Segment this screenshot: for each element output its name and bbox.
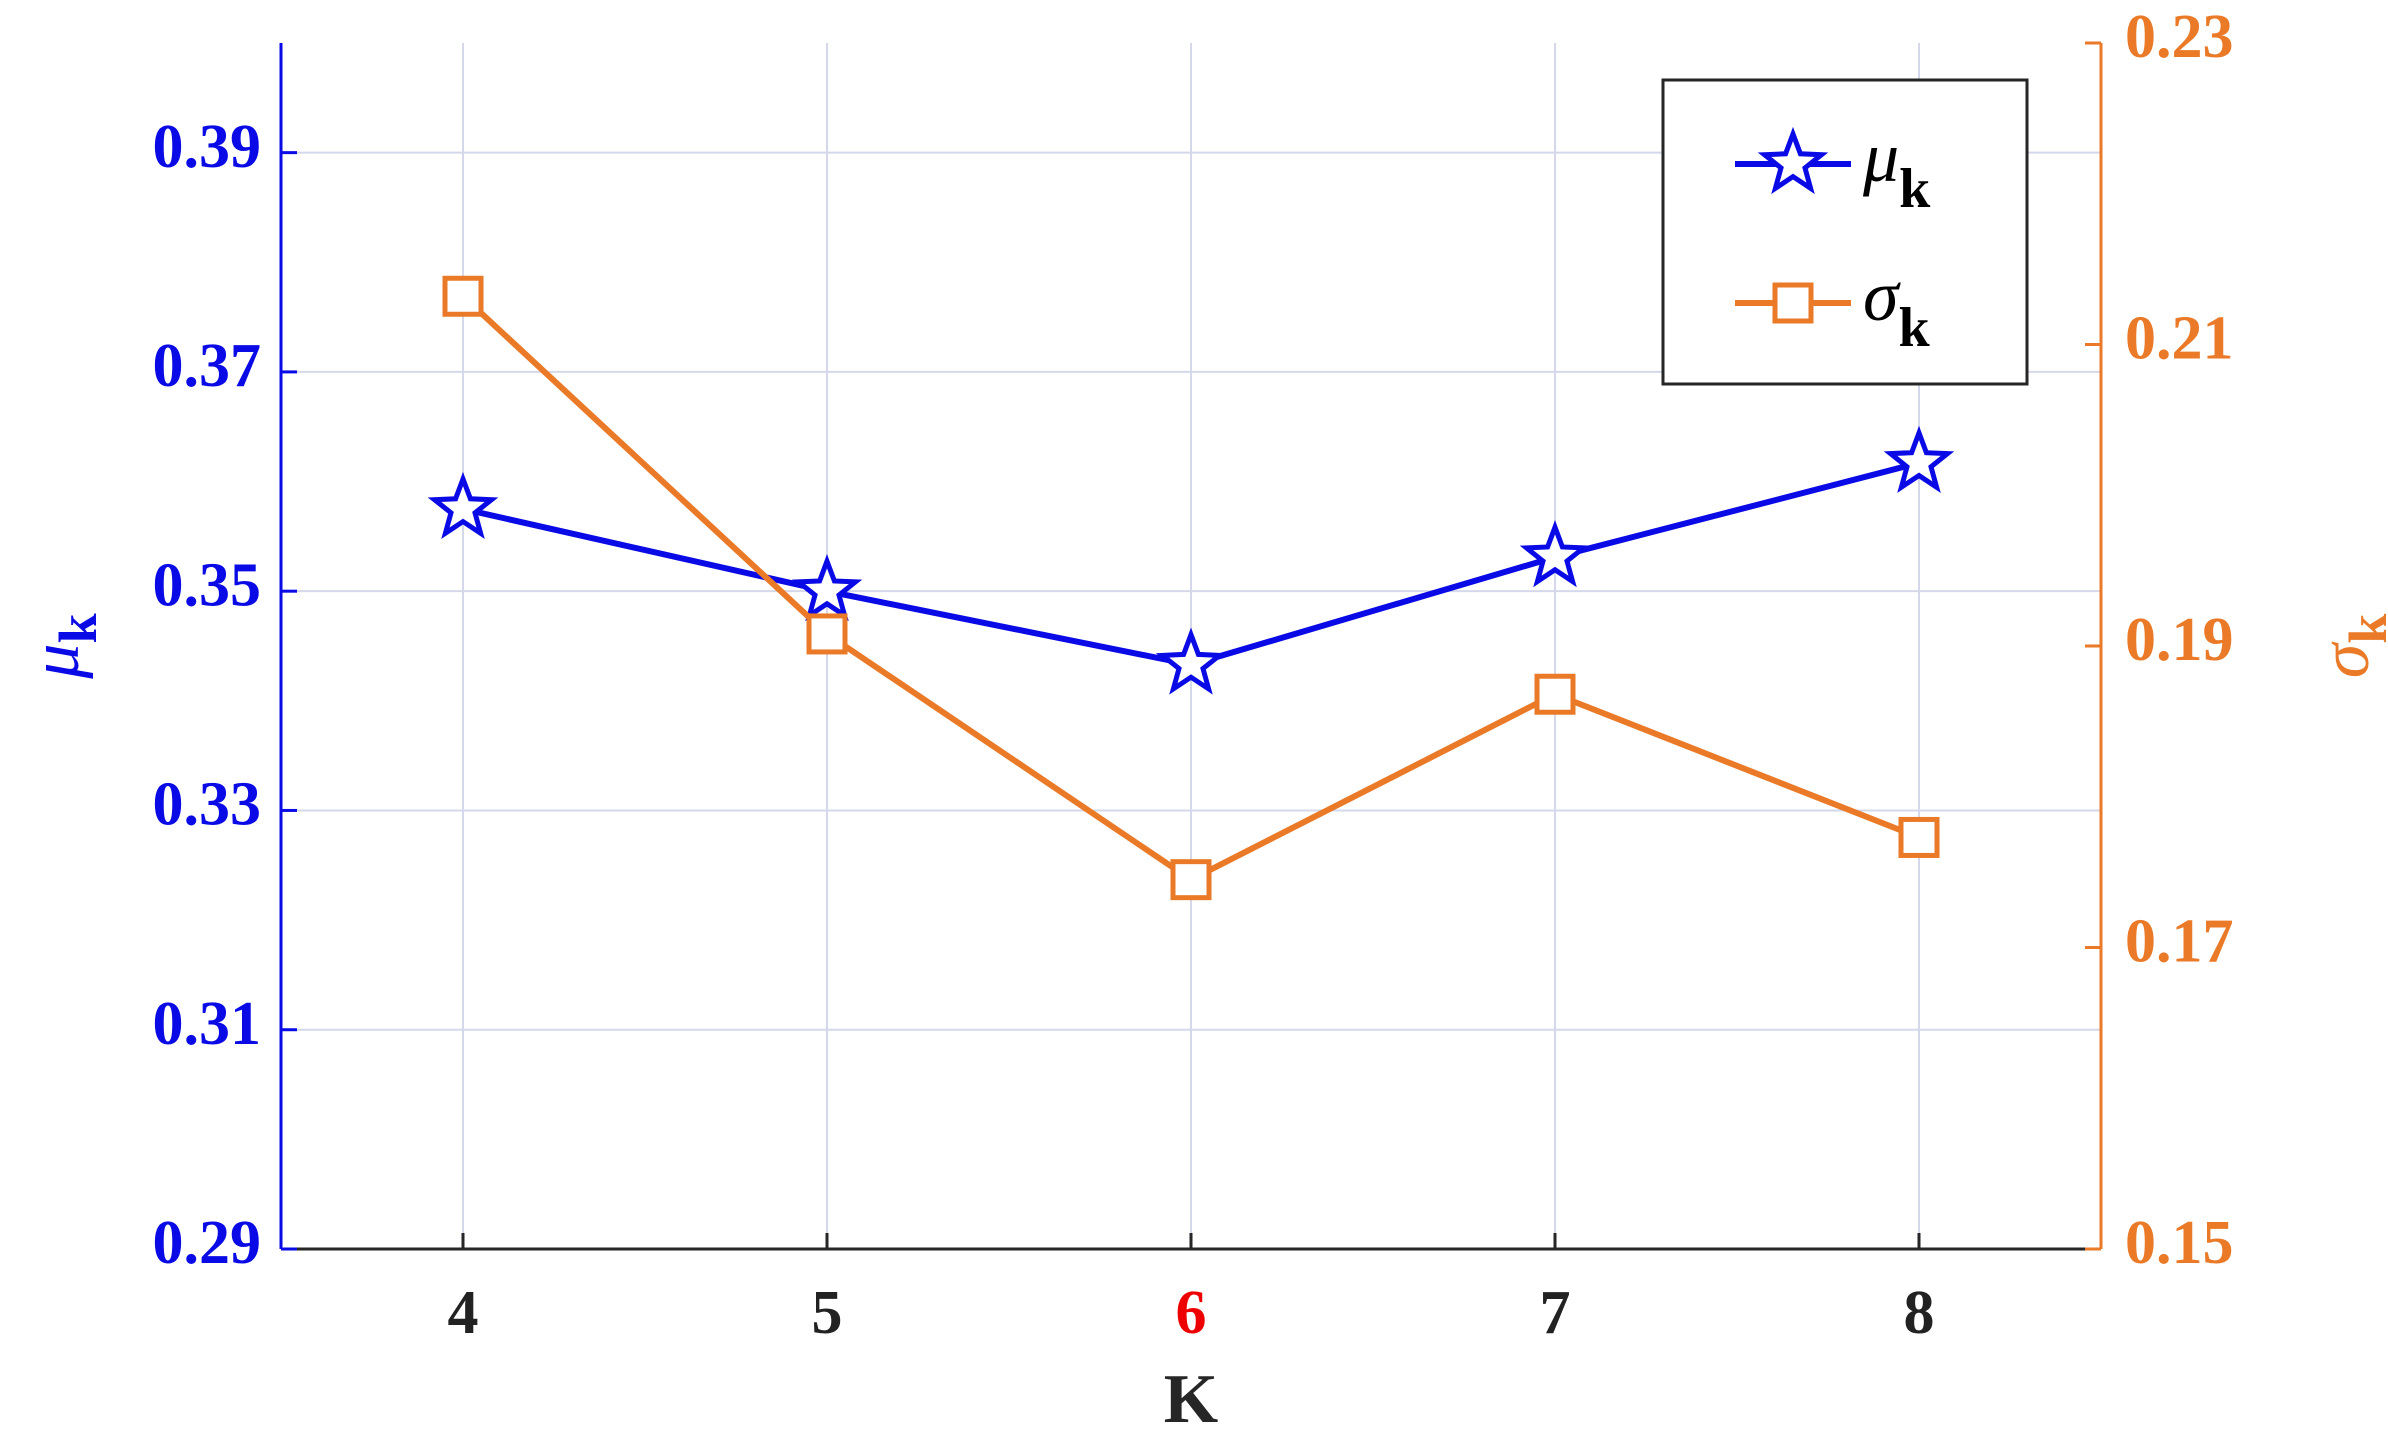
marker bbox=[1170, 859, 1212, 901]
marker bbox=[427, 471, 499, 539]
marker bbox=[1519, 520, 1591, 588]
x-tick-label: 5 bbox=[812, 1279, 843, 1347]
y-axis-label-sub: k bbox=[48, 613, 108, 643]
marker bbox=[1898, 816, 1940, 858]
x-tick-label: 4 bbox=[448, 1279, 479, 1347]
y2-axis-label-sub: k bbox=[2338, 614, 2388, 644]
y-tick-label: 0.31 bbox=[153, 990, 262, 1058]
legend-label-sub: k bbox=[1899, 297, 1931, 359]
y2-tick-label: 0.19 bbox=[2125, 606, 2234, 674]
legend bbox=[1661, 78, 2029, 386]
y2-tick-label: 0.23 bbox=[2125, 3, 2234, 71]
legend-label-sub: k bbox=[1899, 158, 1931, 220]
legend-label: μk bbox=[1862, 117, 1931, 220]
y2-tick-label: 0.21 bbox=[2125, 305, 2234, 373]
x-tick-label: 8 bbox=[1904, 1279, 1935, 1347]
y2-axis-label-main: σ bbox=[2307, 641, 2384, 678]
y2-tick-label: 0.15 bbox=[2125, 1209, 2234, 1277]
marker bbox=[1883, 425, 1955, 493]
x-axis-label: K bbox=[1164, 1361, 1218, 1438]
y-tick-label: 0.35 bbox=[153, 551, 262, 619]
legend-marker bbox=[1757, 126, 1829, 195]
y2-tick-label: 0.17 bbox=[2125, 908, 2234, 976]
y-axis-label: μk bbox=[17, 613, 108, 679]
marker bbox=[1155, 627, 1227, 695]
legend-label-main: σ bbox=[1863, 256, 1901, 336]
legend-label-main: μ bbox=[1862, 117, 1899, 197]
x-tick-label: 6 bbox=[1176, 1279, 1207, 1347]
y-axis-label-main: μ bbox=[17, 643, 94, 679]
y-tick-label: 0.39 bbox=[153, 113, 262, 181]
y2-axis-label: σk bbox=[2307, 614, 2388, 679]
legend-marker bbox=[1772, 282, 1814, 324]
marker bbox=[1534, 673, 1576, 715]
legend-label: σk bbox=[1863, 256, 1931, 359]
y-tick-label: 0.29 bbox=[153, 1209, 262, 1277]
marker bbox=[442, 275, 484, 317]
marker bbox=[806, 613, 848, 655]
x-tick-label: 7 bbox=[1540, 1279, 1571, 1347]
y-tick-label: 0.33 bbox=[153, 771, 262, 839]
y-tick-label: 0.37 bbox=[153, 332, 262, 400]
marker bbox=[791, 554, 863, 622]
